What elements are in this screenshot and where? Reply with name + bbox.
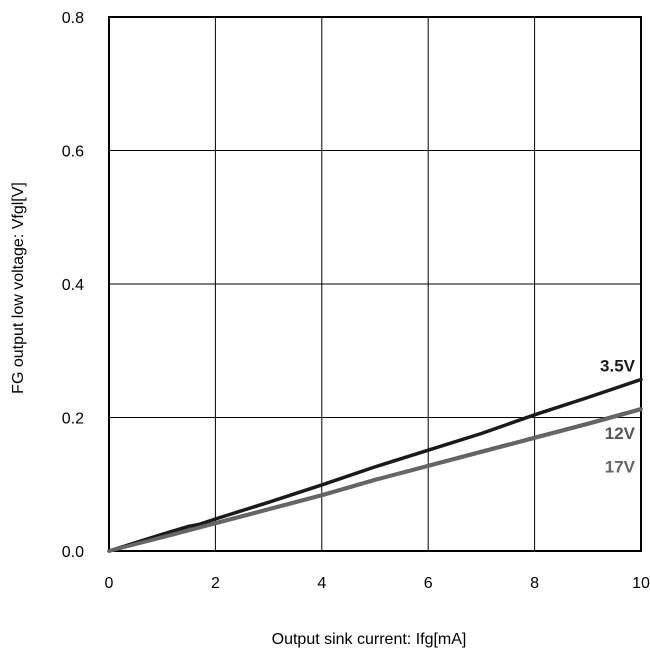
- y-tick-label: 0.2: [62, 411, 84, 428]
- series-line-17v: [107, 407, 643, 553]
- y-tick-label: 0.8: [62, 10, 84, 27]
- series-label: 3.5V: [600, 356, 636, 375]
- y-tick-label: 0.0: [62, 544, 84, 561]
- series-label: 17V: [605, 457, 636, 476]
- x-tick-label: 10: [632, 575, 650, 592]
- x-tick-label: 4: [317, 575, 326, 592]
- x-tick-labels: 0 2 4 6 8 10: [105, 575, 650, 592]
- y-tick-labels: 0.0 0.2 0.4 0.6 0.8: [62, 10, 84, 561]
- x-tick-label: 6: [424, 575, 433, 592]
- series-layer: [107, 377, 643, 553]
- series-label: 12V: [605, 424, 636, 443]
- grid: [109, 17, 641, 551]
- y-tick-label: 0.4: [62, 277, 84, 294]
- y-axis-title: FG output low voltage: Vfgl[V]: [10, 182, 27, 394]
- series-labels: 3.5V 12V 17V: [600, 356, 636, 476]
- plot-frame: [108, 16, 642, 552]
- x-tick-label: 8: [530, 575, 539, 592]
- x-tick-label: 2: [211, 575, 220, 592]
- x-tick-label: 0: [105, 575, 114, 592]
- y-tick-label: 0.6: [62, 144, 84, 161]
- x-axis-title: Output sink current: Ifg[mA]: [272, 631, 467, 648]
- series-line-3-5v: [107, 377, 643, 553]
